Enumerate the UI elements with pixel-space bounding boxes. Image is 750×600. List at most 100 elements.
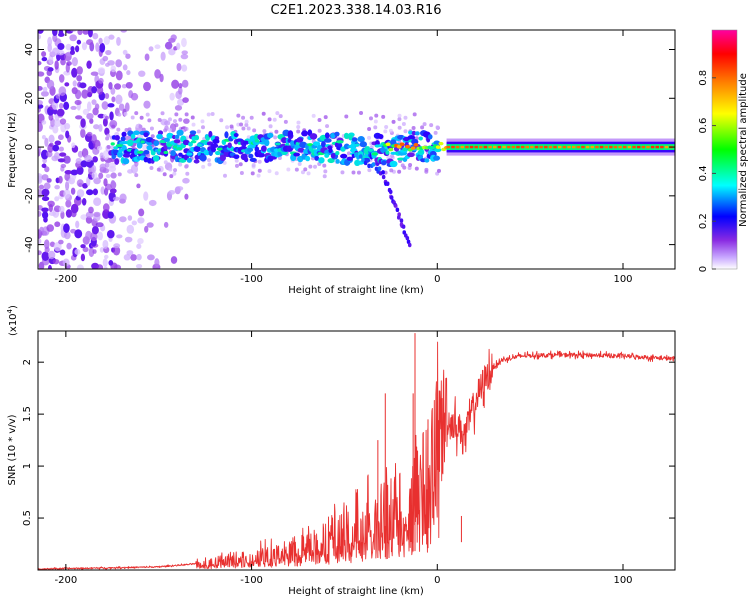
spectrogram-cell [397,113,402,118]
spectrogram-cell [134,148,140,156]
spectrogram-cell [152,155,160,162]
stable-line-cell [604,145,608,149]
spectrogram-cell [301,130,308,137]
spectrogram-cell [178,86,183,95]
spectrogram-cell [74,99,82,106]
spectrogram-cell [438,141,444,146]
spectrogram-cell [268,124,273,129]
spectrogram-cell [76,264,84,269]
stable-line-cell [451,145,455,149]
spectrogram-cell [115,143,124,148]
spectrogram-cell [377,166,382,171]
spectrogram-cell [70,203,79,214]
spectrogram-cell [305,155,311,162]
spectrogram-cell [314,155,320,161]
spectrogram-cell [94,103,100,110]
spectrogram-cell [38,60,42,66]
spectrogram-cell [143,132,149,138]
spectrogram-cell [74,45,80,53]
spectrogram-cell [59,205,65,213]
spectrogram-cell [148,199,157,207]
spectrogram-cell [429,123,434,128]
spectrogram-cell [54,184,60,190]
spectrogram-cell [138,124,143,129]
spectrogram-cell [244,123,249,128]
spectrogram-cell [145,112,150,117]
spectrogram-cell [48,54,54,65]
spectrogram-cell [80,118,86,128]
spectrogram-cell [98,77,104,84]
spectrogram-cell [93,197,102,207]
stable-line-cell [506,145,511,149]
spectrogram-cell [182,177,190,184]
spectrogram-cell [64,123,71,130]
spectrogram-cell [234,163,239,168]
spectrogram-cell [110,179,116,187]
spectrogram-cell [168,48,176,56]
spectrogram-cell [373,125,378,130]
spectrogram-cell [102,258,108,268]
spectrogram-cell [46,79,55,90]
spectrogram-cell [76,74,83,82]
spectrogram-cell [80,214,88,220]
spectrogram-cell [63,188,71,199]
snr-x-ticks: -200 -100 0 100 [55,331,633,586]
spectrogram-cell [244,119,249,124]
spectrogram-x-ticks: -200 -100 0 100 [55,30,633,285]
spectrogram-cell [191,122,196,127]
spectrogram-cell [399,142,405,146]
spectrogram-cell [222,173,227,178]
spectrogram-cell [178,152,183,157]
spectrogram-cell [80,128,86,139]
spectrogram-cell [92,188,99,196]
spectrogram-cell [93,124,100,130]
stable-line-cell [636,145,641,149]
spectrogram-cell [91,134,97,144]
spectrogram-cell [54,140,62,146]
spectrogram-cell [410,146,416,150]
spectrogram-cell [403,115,408,120]
spectrogram-cell [173,168,178,173]
spectrogram-cell [143,156,149,163]
spectrogram-cell [143,191,149,201]
spectrogram-cell [108,34,115,40]
spectrogram-cell [238,162,243,167]
spectrogram-cell [330,152,336,159]
stable-line-cell [585,145,590,149]
spectrogram-cell [91,226,99,235]
spectrogram-cell [222,160,227,165]
spectrogram-cell [54,196,60,202]
spectrogram-cell [138,208,145,217]
spectrogram-cell [115,59,123,68]
spectrogram-y-tick-label: 20 [24,92,35,105]
spectrogram-cell [173,139,181,144]
spectrogram-cell [59,118,67,125]
spectrogram-cell [324,132,330,139]
spectrogram-cell [86,101,92,112]
spectrogram-cell [236,113,241,118]
spectrogram-cell [65,130,70,139]
spectrogram-cell [64,82,70,87]
spectrogram-cell [234,158,239,163]
spectrogram-cell [69,34,77,42]
stable-line-cell [590,145,594,149]
spectrogram-cell [114,134,120,141]
spectrogram-cell [70,187,76,195]
spectrogram-cell [335,151,340,156]
spectrogram-cell [154,44,161,50]
spectrogram-cell [160,111,165,116]
spectrogram-cell [38,250,42,256]
spectrogram-cell [401,121,406,126]
spectrogram-cell [311,113,316,118]
spectrogram-cell [249,157,257,162]
spectrogram-cell [241,115,246,120]
spectrogram-cell [82,30,89,35]
spectrogram-cell [176,62,182,72]
spectrogram-cell [41,211,49,219]
stable-line-cell [664,145,669,149]
spectrogram-cell [85,230,93,241]
spectrogram-cell [267,169,272,174]
spectrogram-cell [317,128,322,133]
spectrogram-cell [59,249,66,256]
spectrogram-cell [69,30,78,32]
